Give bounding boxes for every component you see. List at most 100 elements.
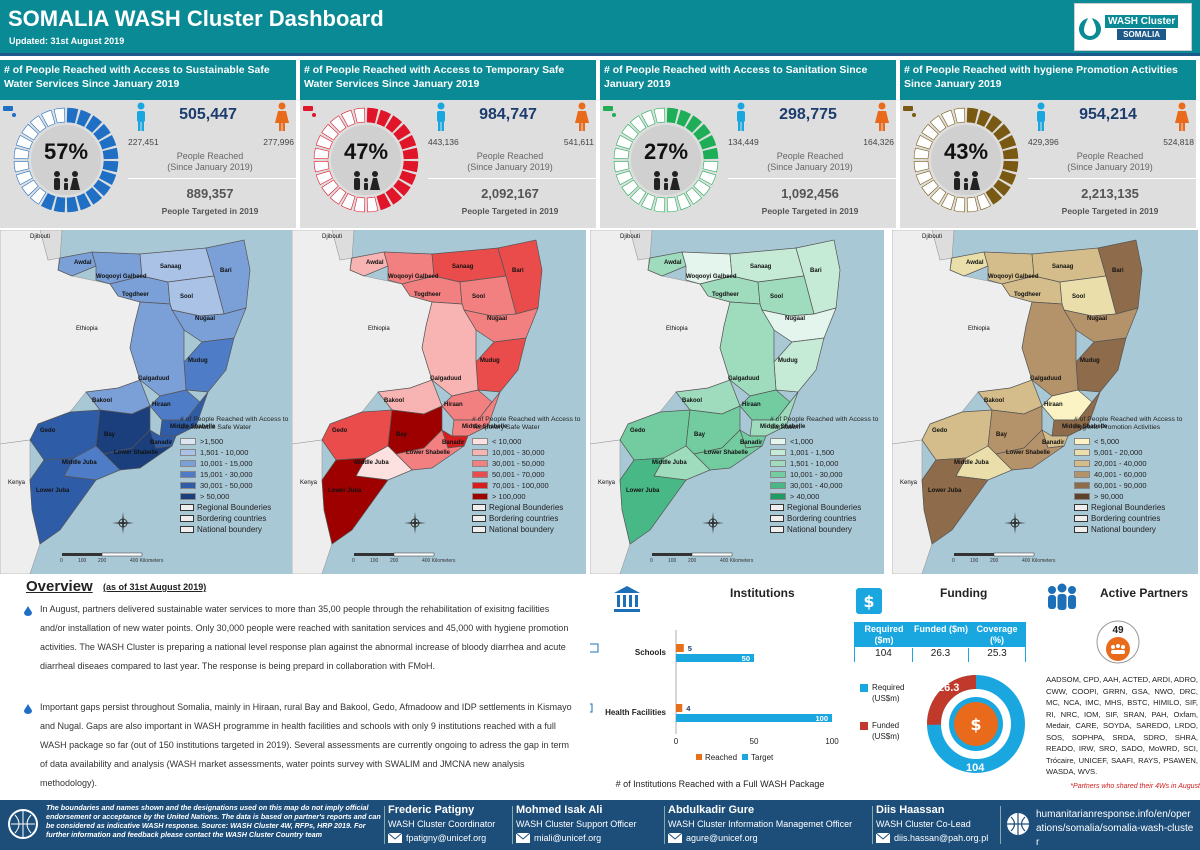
map-region-label: Sool bbox=[1072, 294, 1085, 300]
contact-email-row[interactable]: fpatigny@unicef.org bbox=[388, 833, 512, 843]
contact-email[interactable]: miali@unicef.org bbox=[534, 833, 602, 843]
funding-section: $ Funding Required ($m) Funded ($m) Cove… bbox=[852, 576, 1030, 798]
map-region-label: Middle Juba bbox=[652, 460, 687, 466]
institutions-section: Institutions Schools 5 50 Health Facilities… bbox=[590, 576, 850, 798]
scale-label: 0 bbox=[650, 558, 653, 564]
legend-label: 10,001 - 30,000 bbox=[492, 448, 545, 457]
legend-swatch bbox=[1074, 460, 1090, 467]
legend-boundary-swatch bbox=[770, 515, 784, 522]
map-region-label: Middle Juba bbox=[62, 460, 97, 466]
bar-value-label: 50 bbox=[742, 654, 750, 663]
legend-label: < 5,000 bbox=[1094, 437, 1120, 446]
legend-label: Target bbox=[751, 753, 774, 762]
legend-boundary-item: Regional Bounderies bbox=[770, 502, 884, 513]
kpi-percent: 47% bbox=[344, 139, 388, 164]
map-region-label: Sanaag bbox=[452, 264, 474, 270]
contact-email[interactable]: diis.hassan@pah.org.pl bbox=[894, 833, 989, 843]
partners-title: Active Partners bbox=[1100, 586, 1189, 600]
djibouti-label: Djibouti bbox=[322, 234, 343, 240]
djibouti-label: Djibouti bbox=[30, 234, 51, 240]
scale-bar-graphic bbox=[652, 552, 733, 557]
scale-label: 400 Kilometers bbox=[720, 558, 754, 564]
logo-subtext: SOMALIA bbox=[1117, 28, 1167, 40]
kpi-progress-donut: 43% bbox=[913, 107, 1019, 213]
map-region-label: Awdal bbox=[74, 260, 92, 266]
legend-label: > 100,000 bbox=[492, 492, 526, 501]
legend-swatch bbox=[770, 471, 786, 478]
donut-funded-label: 26.3 bbox=[938, 682, 960, 694]
contact-email-row[interactable]: miali@unicef.org bbox=[516, 833, 664, 843]
overview-paragraph-1: In August, partners delivered sustainabl… bbox=[40, 604, 569, 671]
map-region bbox=[29, 457, 97, 545]
fdiv bbox=[872, 806, 873, 844]
map-region-label: Mudug bbox=[778, 358, 798, 364]
wash-cluster-logo: WASH Cluster SOMALIA bbox=[1074, 3, 1192, 51]
legend-label: 70,001 - 100,000 bbox=[492, 481, 549, 490]
kpi-reached-label: People Reached (Since January 2019) bbox=[450, 151, 570, 173]
map-region-label: Middle Juba bbox=[954, 460, 989, 466]
legend-boundary-label: Regional Bounderies bbox=[1091, 503, 1166, 512]
map-region-label: Galgaduud bbox=[138, 376, 170, 382]
legend-swatch bbox=[472, 460, 488, 467]
kpi-target-label: People Targeted in 2019 bbox=[161, 206, 259, 216]
female-icon bbox=[875, 102, 889, 131]
bar-value-label: 5 bbox=[688, 644, 692, 653]
kpi-panel: # of People Reached with hygiene Promoti… bbox=[900, 60, 1198, 228]
map-region-label: Gedo bbox=[40, 428, 56, 434]
bar-reached bbox=[676, 704, 683, 712]
legend-item: 10,001 - 15,000 bbox=[180, 458, 294, 469]
legend-boundary-label: Regional Bounderies bbox=[197, 503, 272, 512]
contact-name: Mohmed Isak Ali bbox=[516, 804, 603, 816]
scale-label: 400 Kilometers bbox=[1022, 558, 1056, 564]
choropleth-map: Awdal Woqooyi Galbeed Togdheer Sanaag Bari So… bbox=[292, 230, 588, 574]
kpi-target-value: 2,092,167 bbox=[481, 186, 539, 201]
legend-item: <1,000 bbox=[770, 436, 884, 447]
legend-boundary-label: National boundery bbox=[787, 525, 852, 534]
contact-card: Abdulkadir Gure WASH Cluster Information … bbox=[668, 800, 872, 850]
scale-label: 100 bbox=[78, 558, 87, 564]
map-region-label: Galgaduud bbox=[1030, 376, 1062, 382]
legend-label: > 90,000 bbox=[1094, 492, 1124, 501]
contact-email[interactable]: agure@unicef.org bbox=[686, 833, 758, 843]
contact-email[interactable]: fpatigny@unicef.org bbox=[406, 833, 487, 843]
bar-reached bbox=[676, 644, 684, 652]
compass-icon bbox=[404, 512, 426, 534]
legend-swatch bbox=[472, 438, 488, 445]
map-legend: # of People Reached with Access to Susta… bbox=[180, 416, 294, 535]
un-emblem-icon bbox=[8, 809, 38, 839]
map-region-label: Middle Juba bbox=[354, 460, 389, 466]
legend-swatch bbox=[180, 460, 196, 467]
map-region-label: Awdal bbox=[366, 260, 384, 266]
contact-email-row[interactable]: agure@unicef.org bbox=[668, 833, 872, 843]
people-group-icon bbox=[1048, 583, 1076, 610]
legend-item: 30,001 - 50,000 bbox=[180, 480, 294, 491]
chart-category-label: Schools bbox=[635, 648, 667, 657]
contact-email-row[interactable]: diis.hassan@pah.org.pl bbox=[876, 833, 996, 843]
legend-swatch bbox=[1074, 438, 1090, 445]
map-region-label: Sanaag bbox=[160, 264, 182, 270]
x-tick-label: 100 bbox=[825, 737, 839, 746]
map-region-label: Bari bbox=[220, 268, 232, 274]
legend-boundary-label: Bordering countries bbox=[1091, 514, 1161, 523]
kpi-target-value: 889,357 bbox=[186, 186, 234, 201]
map-region-label: Mudug bbox=[188, 358, 208, 364]
x-tick-label: 0 bbox=[674, 737, 679, 746]
x-tick-label: 50 bbox=[750, 737, 759, 746]
kpi-male-value: 429,396 bbox=[1028, 137, 1059, 147]
scale-bar: 0 100 200 400 Kilometers bbox=[952, 552, 1072, 566]
kpi-panel: # of People Reached with Access to Sanit… bbox=[600, 60, 898, 228]
map-region-label: Nugaal bbox=[195, 316, 216, 322]
water-drop-icon bbox=[1079, 15, 1101, 40]
legend-boundary-item: Bordering countries bbox=[180, 513, 294, 524]
funding-table: Required ($m) Funded ($m) Coverage (%) 1… bbox=[854, 622, 1026, 662]
map-region-label: Gedo bbox=[932, 428, 948, 434]
funding-required-value: 104 bbox=[855, 648, 913, 662]
scale-label: 200 bbox=[98, 558, 107, 564]
overview-section: Overview (as of 31st August 2019) In Aug… bbox=[0, 576, 585, 798]
contact-card: Frederic Patigny WASH Cluster Coordinator… bbox=[388, 800, 512, 850]
kpi-progress-donut: 47% bbox=[313, 107, 419, 213]
map-region-label: Banadir bbox=[740, 440, 763, 446]
website-link[interactable]: humanitarianresponse.info/en/operations/… bbox=[1036, 809, 1194, 848]
map-region-label: Bay bbox=[104, 432, 116, 438]
kpi-separator bbox=[1028, 178, 1196, 179]
